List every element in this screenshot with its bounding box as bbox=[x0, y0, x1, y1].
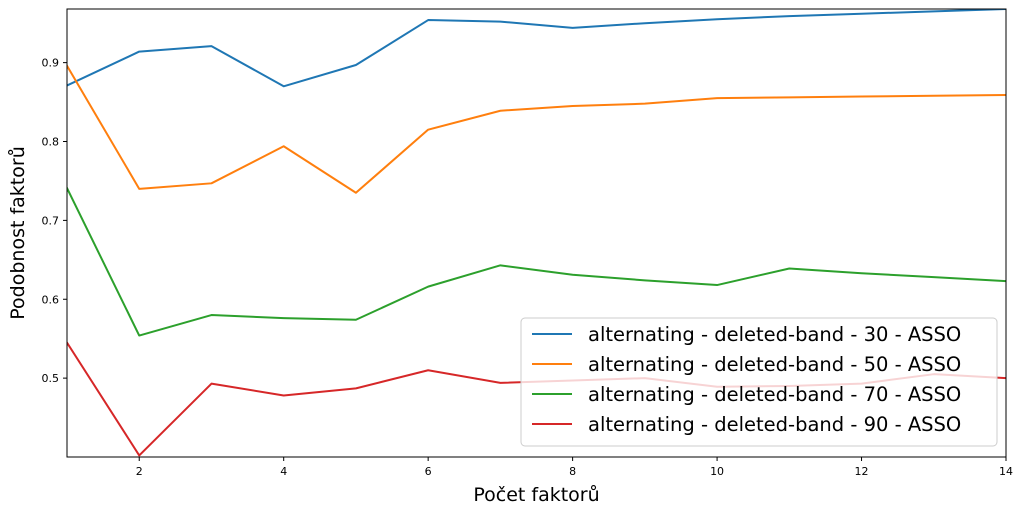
legend-label: alternating - deleted-band - 90 - ASSO bbox=[588, 413, 961, 436]
x-tick-label: 6 bbox=[425, 465, 432, 478]
legend-label: alternating - deleted-band - 70 - ASSO bbox=[588, 383, 961, 406]
y-axis-title: Podobnost faktorů bbox=[7, 146, 29, 319]
legend-label: alternating - deleted-band - 30 - ASSO bbox=[588, 323, 961, 346]
series-line-2 bbox=[67, 64, 1006, 194]
x-tick-label: 8 bbox=[569, 465, 576, 478]
ticks-layer: 2 4 6 8 10 12 14 0.5 0.6 0.7 0.8 0.9 bbox=[42, 57, 1014, 478]
series-line-3 bbox=[67, 186, 1006, 337]
plot-frame bbox=[66, 8, 1007, 458]
x-tick-label: 2 bbox=[136, 465, 143, 478]
series-line-1 bbox=[67, 9, 1006, 88]
legend: alternating - deleted-band - 30 - ASSO al… bbox=[520, 317, 998, 447]
x-tick-label: 12 bbox=[855, 465, 869, 478]
x-tick-label: 10 bbox=[710, 465, 724, 478]
x-tick-label: 4 bbox=[280, 465, 287, 478]
legend-label: alternating - deleted-band - 50 - ASSO bbox=[588, 353, 961, 376]
y-tick-label: 0.7 bbox=[42, 214, 60, 227]
x-tick-label: 14 bbox=[999, 465, 1013, 478]
y-tick-label: 0.6 bbox=[42, 293, 60, 306]
x-axis-title: Počet faktorů bbox=[473, 484, 599, 506]
y-tick-label: 0.9 bbox=[42, 57, 60, 70]
y-tick-label: 0.8 bbox=[42, 136, 60, 149]
legend-box bbox=[520, 317, 998, 447]
y-tick-label: 0.5 bbox=[42, 372, 60, 385]
